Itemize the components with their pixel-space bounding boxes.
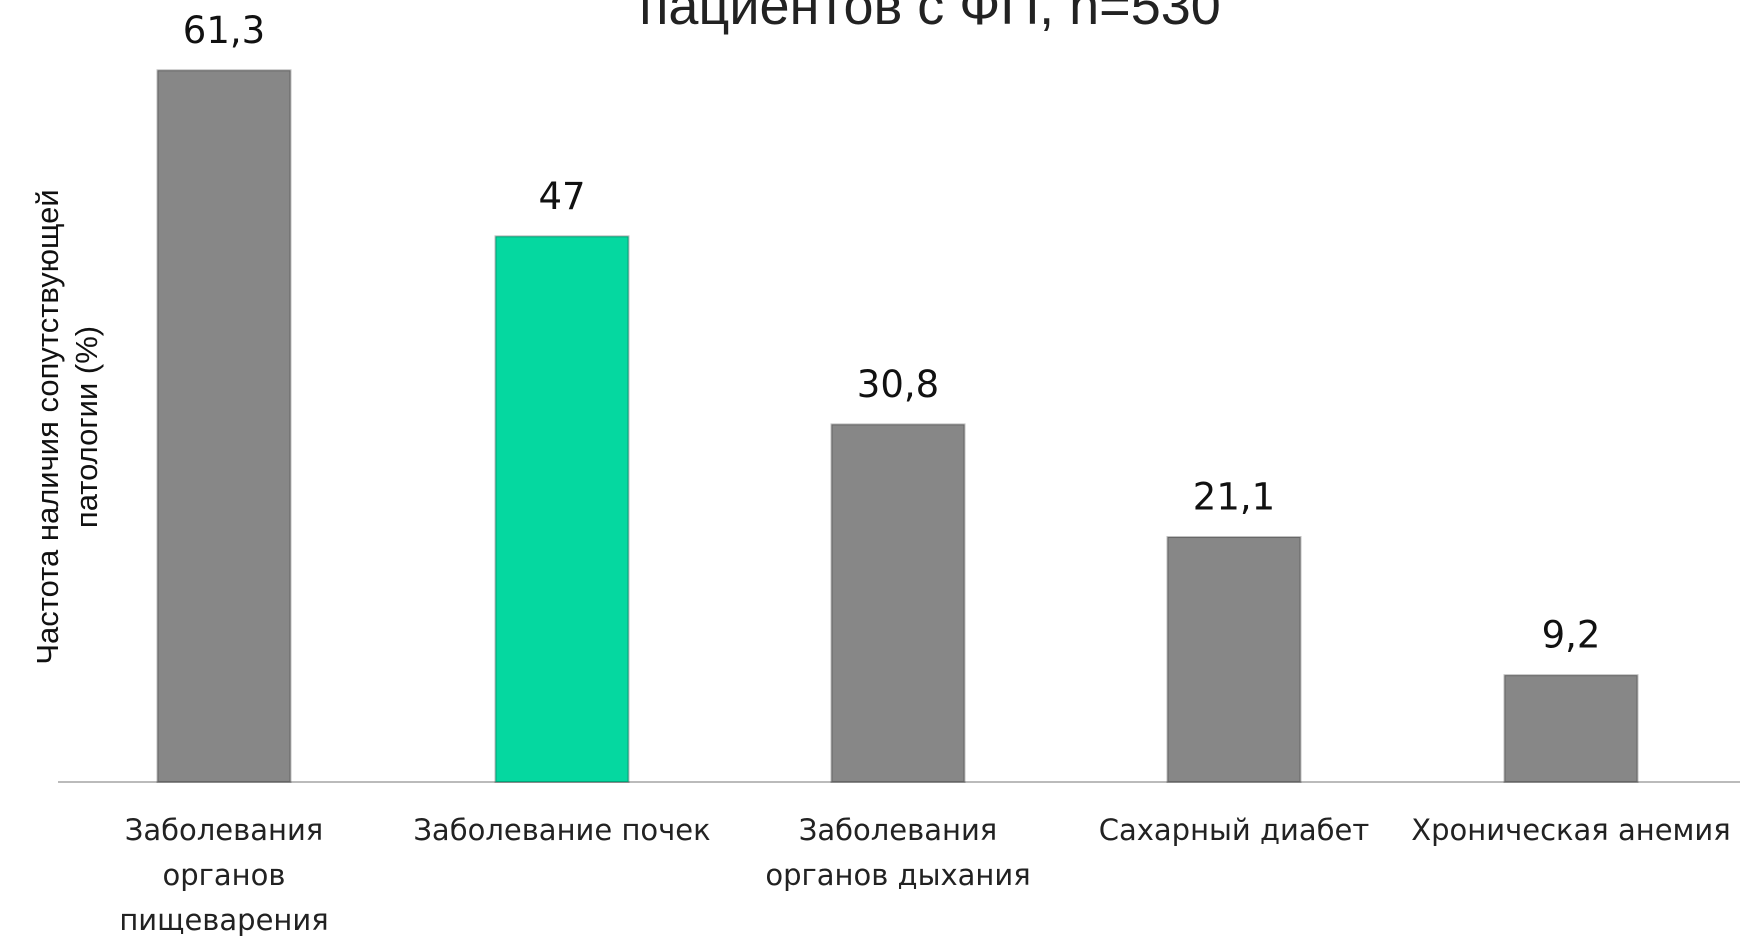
y-axis-label-line: патологии (%)	[69, 326, 104, 528]
y-axis-label: Частота наличия сопутствующей патологии …	[30, 189, 104, 664]
bar	[1166, 536, 1302, 783]
chart-title: пациентов с ФП, n=530	[639, 0, 1221, 36]
bar	[830, 423, 966, 783]
x-tick-label: Заболевания	[125, 813, 323, 847]
value-label: 21,1	[1193, 476, 1275, 519]
x-tick-label: Заболевание почек	[413, 813, 710, 847]
value-label: 30,8	[857, 363, 939, 406]
bar	[156, 69, 292, 783]
y-axis-label-line: Частота наличия сопутствующей	[30, 189, 65, 664]
x-tick-label: Сахарный диабет	[1099, 813, 1370, 847]
bar	[494, 235, 630, 783]
value-label: 47	[538, 175, 585, 218]
x-tick-label: пищеварения	[119, 903, 328, 937]
x-tick-label: Хроническая анемия	[1411, 813, 1730, 847]
bar	[1503, 674, 1639, 783]
x-tick-label: органов дыхания	[765, 858, 1030, 892]
value-label: 9,2	[1542, 614, 1601, 657]
x-tick-label: органов	[163, 858, 286, 892]
value-label: 61,3	[183, 9, 265, 52]
x-tick-label: Заболевания	[799, 813, 997, 847]
